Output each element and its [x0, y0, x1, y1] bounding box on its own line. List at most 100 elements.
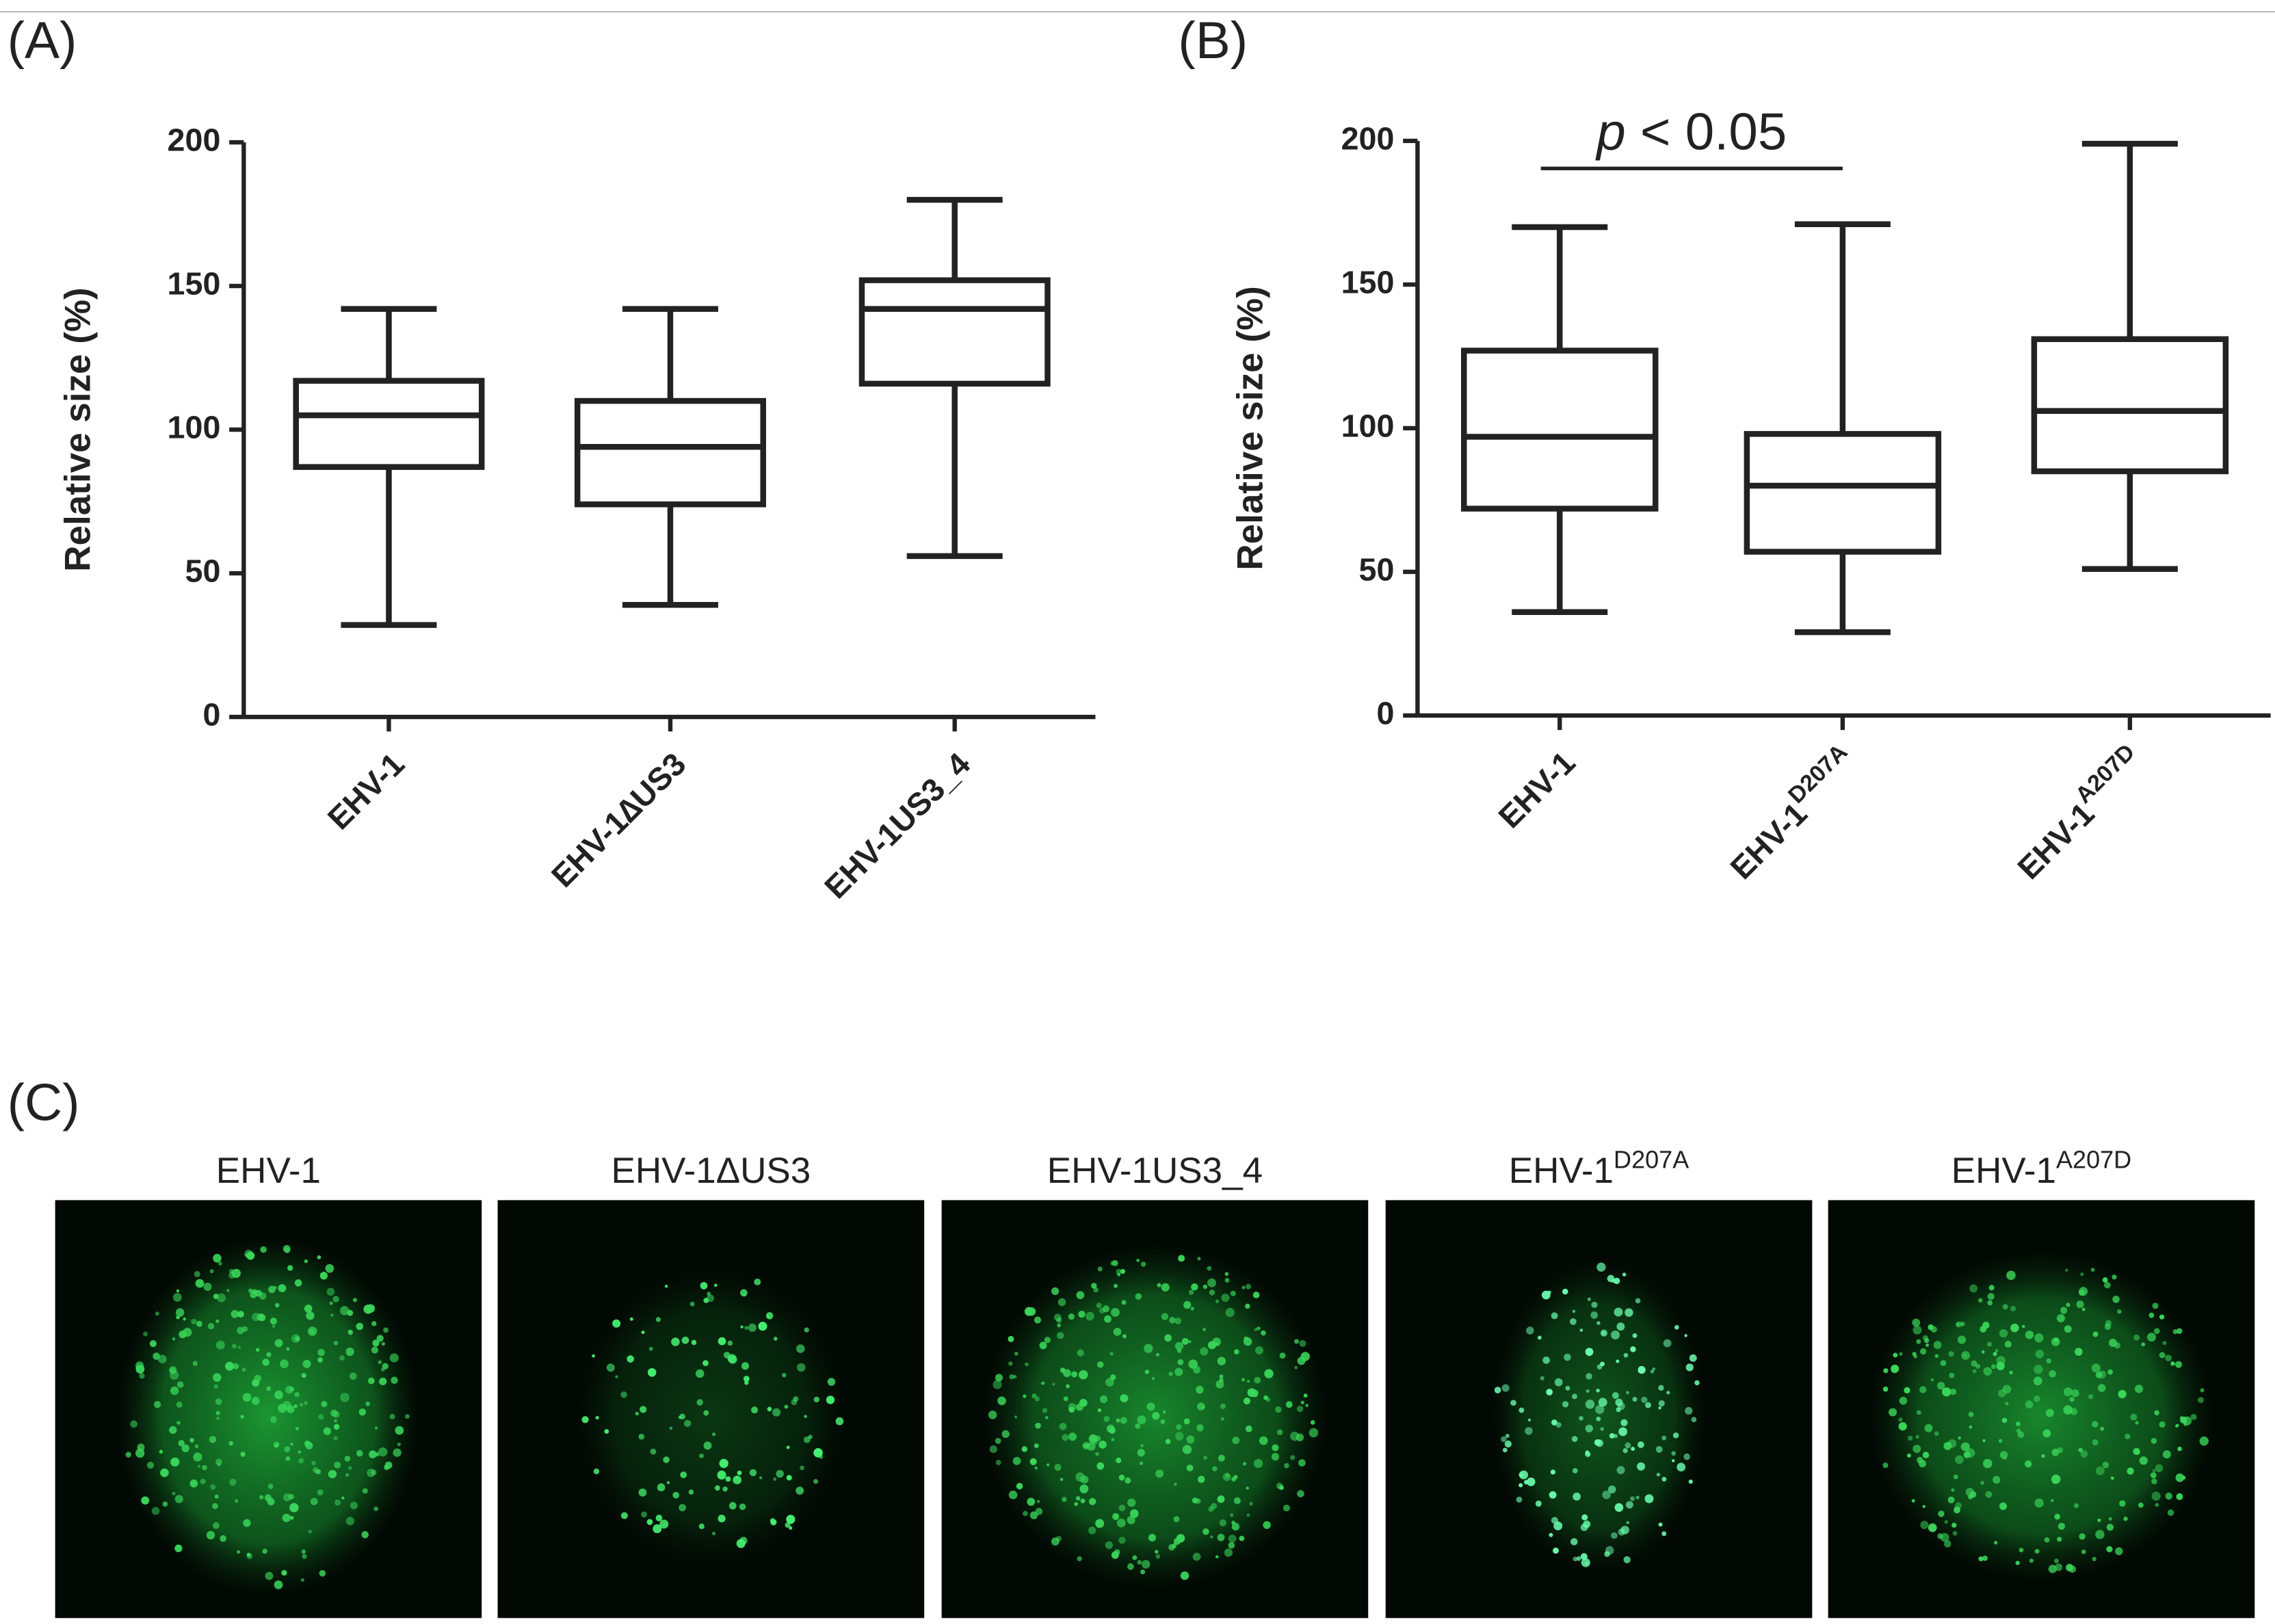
cell-dot	[1077, 1556, 1082, 1562]
cell-dot	[203, 1283, 212, 1292]
cell-dot	[1652, 1367, 1656, 1371]
cell-dot	[330, 1313, 334, 1317]
cell-dot	[1620, 1419, 1628, 1426]
cell-dot	[1527, 1418, 1531, 1422]
cell-dot	[215, 1411, 220, 1415]
cell-dot	[612, 1319, 621, 1328]
cell-dot	[2172, 1329, 2178, 1335]
cell-dot	[135, 1448, 145, 1458]
cell-dot	[1034, 1316, 1042, 1324]
cell-dot	[2119, 1500, 2126, 1507]
cell-dot	[2005, 1402, 2009, 1406]
cell-dot	[1591, 1301, 1598, 1308]
cell-dot	[1095, 1452, 1099, 1456]
cell-dot	[141, 1496, 150, 1505]
cell-dot	[345, 1517, 355, 1525]
image-title: EHV-1D207A	[1509, 1145, 1689, 1191]
cell-dot	[695, 1369, 705, 1378]
cell-dot	[266, 1386, 272, 1391]
cell-dot	[255, 1348, 260, 1352]
cell-dot	[707, 1292, 711, 1296]
cell-dot	[1694, 1380, 1700, 1386]
cell-dot	[1623, 1352, 1629, 1358]
cell-dot	[2167, 1509, 2174, 1516]
cell-dot	[1978, 1556, 1984, 1562]
cell-dot	[290, 1516, 294, 1520]
cell-dot	[371, 1346, 379, 1354]
y-tick-label: 100	[1341, 408, 1395, 443]
cell-dot	[1564, 1353, 1571, 1361]
cell-dot	[170, 1457, 180, 1467]
cell-dot	[1245, 1303, 1250, 1309]
cell-dot	[176, 1421, 181, 1425]
cell-dot	[383, 1327, 389, 1333]
cell-dot	[1051, 1287, 1060, 1296]
cell-dot	[1177, 1359, 1184, 1365]
cell-dot	[1276, 1429, 1283, 1436]
cell-dot	[274, 1339, 283, 1348]
cell-dot	[159, 1450, 163, 1454]
cell-dot	[1106, 1424, 1115, 1433]
cell-dot	[1688, 1479, 1693, 1484]
cell-dot	[1215, 1555, 1219, 1559]
cell-dot	[2029, 1558, 2034, 1563]
cell-dot	[1641, 1396, 1648, 1404]
cell-dot	[681, 1336, 689, 1344]
cell-dot	[2057, 1522, 2066, 1530]
cell-dot	[2097, 1384, 2106, 1392]
cell-dot	[1036, 1499, 1040, 1504]
cell-dot	[1883, 1368, 1889, 1374]
cell-dot	[373, 1506, 379, 1512]
cell-dot	[1553, 1521, 1563, 1531]
cell-dot	[1059, 1422, 1067, 1430]
cell-dot	[1953, 1474, 1958, 1480]
cell-dot	[371, 1321, 377, 1326]
cell-dot	[1595, 1404, 1605, 1414]
cell-dot	[1572, 1309, 1576, 1313]
cell-dot	[220, 1535, 226, 1542]
cell-dot	[1193, 1365, 1201, 1374]
cell-dot	[1294, 1365, 1298, 1370]
cell-dot	[785, 1522, 791, 1528]
cell-dot	[2175, 1473, 2185, 1482]
cell-dot	[2150, 1472, 2157, 1479]
cell-dot	[1912, 1444, 1921, 1453]
cell-dot	[776, 1469, 784, 1478]
cell-dot	[174, 1544, 183, 1553]
cell-dot	[1215, 1299, 1220, 1303]
cell-dot	[1169, 1317, 1176, 1324]
cell-dot	[1611, 1532, 1618, 1539]
cell-dot	[1054, 1463, 1062, 1471]
cell-dot	[1023, 1510, 1028, 1517]
cell-dot	[194, 1270, 200, 1277]
cell-dot	[1180, 1571, 1189, 1580]
cell-dot	[744, 1326, 749, 1331]
cell-dot	[712, 1432, 716, 1437]
cell-dot	[1949, 1372, 1955, 1378]
cell-dot	[1562, 1288, 1568, 1295]
cell-dot	[2139, 1456, 2148, 1465]
cell-dot	[2183, 1422, 2187, 1426]
cell-dot	[2177, 1446, 2182, 1452]
cell-dot	[2148, 1312, 2155, 1318]
cell-dot	[1259, 1436, 1268, 1445]
cell-dot	[125, 1452, 131, 1458]
cell-dot	[1614, 1503, 1624, 1512]
cell-dot	[1571, 1436, 1578, 1442]
cell-dot	[1219, 1519, 1226, 1527]
image-title-base: EHV-1	[1951, 1151, 2056, 1191]
cell-dot	[260, 1246, 267, 1253]
cell-dot	[1666, 1391, 1670, 1395]
cell-dot	[2146, 1333, 2157, 1342]
cell-dot	[698, 1523, 705, 1530]
cell-dot	[1586, 1389, 1590, 1393]
cell-dot	[1217, 1357, 1226, 1365]
cell-dot	[728, 1502, 737, 1510]
cell-dot	[200, 1478, 206, 1484]
box	[1744, 431, 1942, 555]
cell-dot	[2159, 1421, 2166, 1428]
cell-dot	[1233, 1349, 1239, 1355]
cell-dot	[1516, 1496, 1523, 1503]
cell-dot	[334, 1461, 341, 1469]
cell-dot	[395, 1426, 404, 1435]
